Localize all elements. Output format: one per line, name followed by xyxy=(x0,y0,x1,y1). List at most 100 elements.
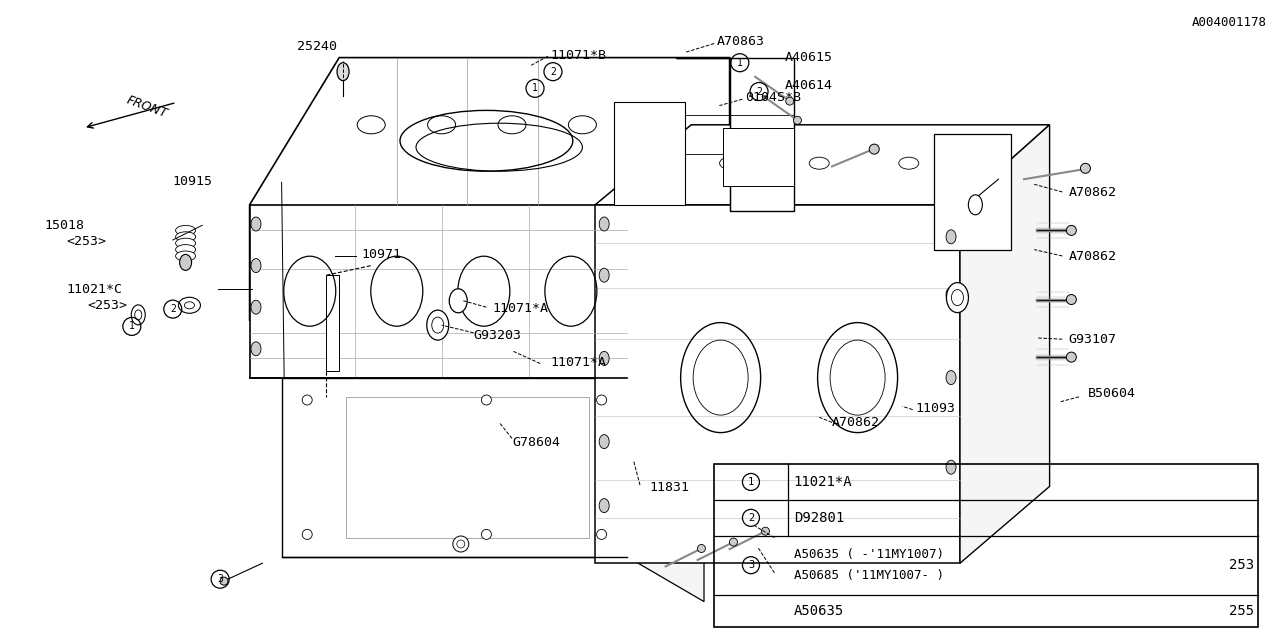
Ellipse shape xyxy=(431,317,444,333)
Text: 25240: 25240 xyxy=(297,40,338,52)
Bar xyxy=(714,464,1258,627)
Text: G93107: G93107 xyxy=(1069,333,1116,346)
Text: 2: 2 xyxy=(756,86,762,97)
Ellipse shape xyxy=(175,251,196,261)
Text: D92801: D92801 xyxy=(794,511,844,525)
Text: A004001178: A004001178 xyxy=(1192,16,1267,29)
Text: 10971: 10971 xyxy=(361,248,401,261)
Polygon shape xyxy=(627,378,704,602)
Polygon shape xyxy=(250,205,627,378)
Ellipse shape xyxy=(251,259,261,273)
Text: A70862: A70862 xyxy=(1069,186,1116,198)
Ellipse shape xyxy=(175,232,196,242)
Ellipse shape xyxy=(946,230,956,244)
Circle shape xyxy=(481,395,492,405)
Ellipse shape xyxy=(251,300,261,314)
Text: A50635 ( -'11MY1007): A50635 ( -'11MY1007) xyxy=(794,548,943,561)
Ellipse shape xyxy=(426,310,449,340)
Polygon shape xyxy=(934,134,1011,250)
Text: 11093: 11093 xyxy=(915,402,955,415)
Circle shape xyxy=(698,545,705,552)
Polygon shape xyxy=(250,58,730,320)
Text: 11021*C: 11021*C xyxy=(67,283,123,296)
Text: B50604: B50604 xyxy=(1088,387,1137,400)
Ellipse shape xyxy=(946,287,956,301)
Ellipse shape xyxy=(134,310,142,320)
Text: A70863: A70863 xyxy=(717,35,765,48)
Text: 253: 253 xyxy=(1229,558,1254,572)
Ellipse shape xyxy=(946,283,969,312)
Text: <253>: <253> xyxy=(87,299,127,312)
Text: 11831: 11831 xyxy=(649,481,689,494)
Text: <253>: <253> xyxy=(67,236,106,248)
Text: A40615: A40615 xyxy=(785,51,833,64)
Text: G78604: G78604 xyxy=(512,436,561,449)
Ellipse shape xyxy=(175,238,196,248)
Ellipse shape xyxy=(175,225,196,236)
Circle shape xyxy=(302,529,312,540)
Circle shape xyxy=(762,527,769,535)
Text: FRONT: FRONT xyxy=(125,94,169,121)
Circle shape xyxy=(1080,163,1091,173)
Circle shape xyxy=(730,538,737,546)
Polygon shape xyxy=(326,275,339,371)
Polygon shape xyxy=(614,102,685,205)
Text: 0104S*B: 0104S*B xyxy=(745,91,801,104)
Polygon shape xyxy=(960,125,1050,563)
Circle shape xyxy=(596,395,607,405)
Ellipse shape xyxy=(969,195,982,215)
Text: A70862: A70862 xyxy=(832,416,881,429)
Text: 2: 2 xyxy=(748,513,754,523)
Text: 11071*A: 11071*A xyxy=(550,356,607,369)
Text: 11021*A: 11021*A xyxy=(794,475,852,489)
Polygon shape xyxy=(676,58,794,211)
Text: 1: 1 xyxy=(748,477,754,487)
Ellipse shape xyxy=(184,302,195,308)
Ellipse shape xyxy=(946,371,956,385)
Circle shape xyxy=(786,97,794,105)
Circle shape xyxy=(1066,294,1076,305)
Text: 11071*A: 11071*A xyxy=(493,302,549,315)
Text: 3: 3 xyxy=(748,560,754,570)
Text: G93203: G93203 xyxy=(474,329,522,342)
Text: 1: 1 xyxy=(532,83,538,93)
Circle shape xyxy=(481,529,492,540)
Text: 2: 2 xyxy=(550,67,556,77)
Text: 11071*B: 11071*B xyxy=(550,49,607,61)
Circle shape xyxy=(1066,225,1076,236)
Ellipse shape xyxy=(599,268,609,282)
Circle shape xyxy=(869,144,879,154)
Text: 255: 255 xyxy=(1229,604,1254,618)
Ellipse shape xyxy=(132,305,145,325)
Ellipse shape xyxy=(946,460,956,474)
Ellipse shape xyxy=(220,577,228,585)
Circle shape xyxy=(453,536,468,552)
Circle shape xyxy=(794,116,801,124)
Circle shape xyxy=(596,529,607,540)
Ellipse shape xyxy=(337,63,349,81)
Ellipse shape xyxy=(599,435,609,449)
Circle shape xyxy=(457,540,465,548)
Text: 3: 3 xyxy=(218,574,223,584)
Ellipse shape xyxy=(599,217,609,231)
Text: A50685 ('11MY1007- ): A50685 ('11MY1007- ) xyxy=(794,569,943,582)
Circle shape xyxy=(302,395,312,405)
Ellipse shape xyxy=(251,342,261,356)
Ellipse shape xyxy=(175,244,196,255)
Ellipse shape xyxy=(178,297,201,314)
Text: A50635: A50635 xyxy=(794,604,844,618)
Text: 1: 1 xyxy=(129,321,134,332)
Ellipse shape xyxy=(251,217,261,231)
Polygon shape xyxy=(723,128,794,186)
Polygon shape xyxy=(627,205,723,448)
Polygon shape xyxy=(595,205,960,563)
Polygon shape xyxy=(595,125,1050,205)
Polygon shape xyxy=(282,378,627,557)
Text: 10915: 10915 xyxy=(173,175,212,188)
Text: 1: 1 xyxy=(737,58,742,68)
Ellipse shape xyxy=(179,254,192,270)
Circle shape xyxy=(1066,352,1076,362)
Ellipse shape xyxy=(951,290,964,306)
Text: A40614: A40614 xyxy=(785,79,833,92)
Ellipse shape xyxy=(449,289,467,313)
